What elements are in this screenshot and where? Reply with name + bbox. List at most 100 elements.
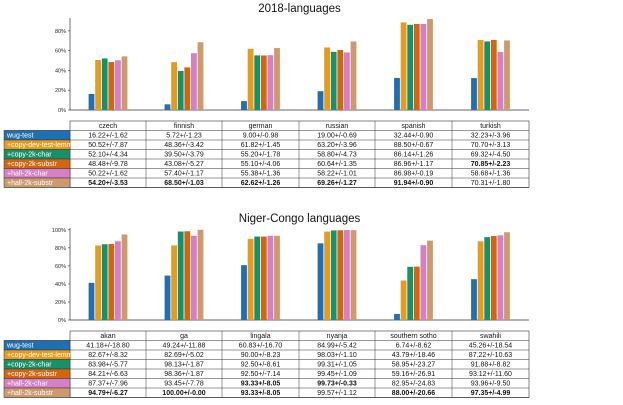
- bar-wug-test-akan: [88, 282, 95, 320]
- bar-wug-test-spanish: [394, 77, 400, 110]
- category-label-nyanja: nyanja: [327, 333, 348, 340]
- bar-hall-2k-substr-nyanja: [350, 230, 357, 320]
- bar-hall-2k-char-finnish: [191, 53, 197, 110]
- category-label-ga: ga: [180, 333, 188, 340]
- data-label-wug-test-ga: 49.24+/-11.88: [163, 343, 206, 350]
- data-label-hall-2k-substr-southern-sotho: 88.00+/-20.66: [392, 390, 436, 397]
- chart-title: 2018-languages: [258, 3, 341, 15]
- legend-label-copy-dev-test-lemmas: +copy-dev-test-lemmas: [7, 352, 80, 359]
- bar-hall-2k-substr-spanish: [427, 19, 433, 111]
- data-label-copy-dev-test-lemmas-nyanja: 98.03+/-1.10: [317, 352, 357, 359]
- bar-copy-2k-substr-nyanja: [337, 230, 344, 320]
- data-label-wug-test-russian: 19.00+/-0.69: [317, 133, 357, 140]
- bar-hall-2k-char-spanish: [420, 23, 427, 110]
- legend-label-wug-test: wug-test: [6, 133, 34, 140]
- data-label-wug-test-nyanja: 84.99+/-5.42: [317, 343, 357, 350]
- data-label-hall-2k-char-german: 55.38+/-1.36: [241, 171, 281, 178]
- panel-2018-languages: 2018-languages 0% 20% 40% 60% 80% czech finnish…: [3, 3, 530, 188]
- y-tick-label: 0%: [58, 318, 66, 324]
- bar-hall-2k-substr-swahili: [504, 232, 510, 320]
- data-label-wug-test-finnish: 5.72+/-1.23: [166, 133, 202, 140]
- category-label-southern-sotho: southern sotho: [390, 333, 436, 340]
- bar-wug-test-lingala: [241, 265, 247, 320]
- data-label-copy-2k-char-czech: 52.10+/-4.34: [88, 152, 128, 159]
- data-label-hall-2k-substr-german: 62.62+/-1.26: [241, 180, 281, 187]
- data-label-copy-2k-char-finnish: 39.50+/-3.79: [164, 152, 204, 159]
- legend-label-copy-2k-substr: +copy-2k-substr: [7, 371, 58, 378]
- bar-hall-2k-char-german: [267, 55, 274, 110]
- data-label-copy-2k-substr-russian: 60.64+/-1.35: [317, 161, 357, 168]
- y-tick-label: 80%: [55, 246, 66, 252]
- bar-copy-2k-substr-ga: [184, 231, 191, 320]
- bar-copy-dev-test-lemmas-nyanja: [324, 231, 330, 320]
- bar-copy-dev-test-lemmas-swahili: [477, 241, 484, 320]
- bar-copy-2k-substr-swahili: [490, 236, 497, 320]
- chart-title: Niger-Congo languages: [239, 213, 361, 225]
- bar-hall-2k-substr-turkish: [504, 40, 510, 110]
- data-label-hall-2k-char-ga: 93.45+/-7.78: [164, 381, 204, 388]
- data-label-hall-2k-char-nyanja: 99.73+/-0.33: [317, 381, 357, 388]
- bar-copy-2k-substr-lingala: [260, 236, 267, 320]
- data-label-hall-2k-substr-akan: 94.79+/-6.27: [88, 390, 128, 397]
- bar-hall-2k-substr-ga: [197, 229, 204, 320]
- bar-copy-dev-test-lemmas-spanish: [400, 22, 407, 110]
- bar-copy-2k-substr-southern-sotho: [413, 266, 420, 320]
- bar-copy-2k-substr-spanish: [413, 23, 420, 111]
- data-label-hall-2k-char-russian: 58.22+/-1.01: [317, 171, 357, 178]
- bar-hall-2k-char-turkish: [497, 51, 504, 110]
- category-label-akan: akan: [100, 333, 115, 340]
- bar-copy-2k-char-nyanja: [330, 230, 337, 320]
- data-label-copy-dev-test-lemmas-lingala: 90.00+/-8.23: [241, 352, 281, 359]
- data-label-copy-2k-substr-german: 55.10+/-4.06: [241, 161, 281, 168]
- bar-copy-2k-char-finnish: [177, 70, 184, 110]
- data-label-copy-2k-char-spanish: 86.14+/-1.26: [394, 152, 434, 159]
- data-label-copy-dev-test-lemmas-spanish: 88.50+/-0.67: [394, 142, 434, 149]
- bar-copy-2k-char-spanish: [407, 24, 414, 110]
- category-label-russian: russian: [326, 123, 349, 130]
- category-label-czech: czech: [99, 123, 117, 130]
- data-label-copy-2k-substr-nyanja: 99.45+/-1.09: [317, 371, 357, 378]
- data-label-hall-2k-char-swahili: 93.96+/-9.50: [471, 381, 511, 388]
- bar-wug-test-finnish: [164, 104, 171, 110]
- legend-label-hall-2k-substr: +hall-2k-substr: [7, 180, 54, 187]
- data-label-copy-2k-char-swahili: 91.88+/-8.82: [471, 362, 511, 369]
- data-label-hall-2k-char-southern-sotho: 82.95+/-24.83: [392, 381, 436, 388]
- y-tick-label: 20%: [55, 300, 66, 306]
- legend-label-copy-2k-char: +copy-2k-char: [7, 362, 52, 369]
- bar-wug-test-german: [241, 101, 247, 110]
- bar-wug-test-czech: [88, 93, 95, 110]
- data-label-wug-test-southern-sotho: 6.74+/-8.62: [396, 343, 432, 350]
- y-tick-label: 20%: [55, 88, 66, 94]
- bar-copy-dev-test-lemmas-russian: [324, 47, 330, 110]
- bar-hall-2k-substr-akan: [121, 234, 128, 320]
- data-label-hall-2k-char-spanish: 86.98+/-0.19: [394, 171, 434, 178]
- bar-copy-dev-test-lemmas-ga: [171, 245, 177, 320]
- bar-copy-2k-char-turkish: [484, 41, 491, 110]
- legend-label-hall-2k-char: +hall-2k-char: [7, 381, 48, 388]
- data-label-wug-test-akan: 41.18+/-18.80: [86, 343, 130, 350]
- data-label-hall-2k-substr-finnish: 68.50+/-1.03: [164, 180, 204, 187]
- bar-copy-dev-test-lemmas-southern-sotho: [400, 280, 407, 320]
- data-label-wug-test-german: 9.00+/-0.98: [243, 133, 279, 140]
- bar-copy-2k-substr-akan: [108, 244, 115, 320]
- bar-copy-2k-char-czech: [101, 58, 108, 110]
- bar-copy-2k-char-akan: [101, 244, 108, 320]
- data-label-copy-2k-char-russian: 58.80+/-4.73: [317, 152, 357, 159]
- bar-hall-2k-substr-czech: [121, 56, 128, 110]
- category-label-turkish: turkish: [480, 123, 501, 130]
- y-tick-label: 60%: [55, 264, 66, 270]
- table-frame: [69, 120, 530, 188]
- data-label-copy-2k-substr-swahili: 93.12+/-11.60: [469, 371, 512, 378]
- data-label-wug-test-turkish: 32.23+/-3.96: [471, 133, 511, 140]
- category-label-spanish: spanish: [401, 123, 425, 130]
- data-label-hall-2k-substr-turkish: 70.31+/-1.80: [471, 180, 511, 187]
- bar-hall-2k-substr-finnish: [197, 42, 204, 111]
- bar-hall-2k-char-russian: [344, 52, 350, 110]
- bar-copy-dev-test-lemmas-german: [247, 48, 254, 110]
- data-label-copy-2k-char-lingala: 92.50+/-8.61: [241, 362, 281, 369]
- data-label-hall-2k-substr-spanish: 91.94+/-0.90: [394, 180, 434, 187]
- bar-wug-test-turkish: [471, 78, 477, 110]
- data-label-hall-2k-substr-czech: 54.20+/-3.53: [88, 180, 128, 187]
